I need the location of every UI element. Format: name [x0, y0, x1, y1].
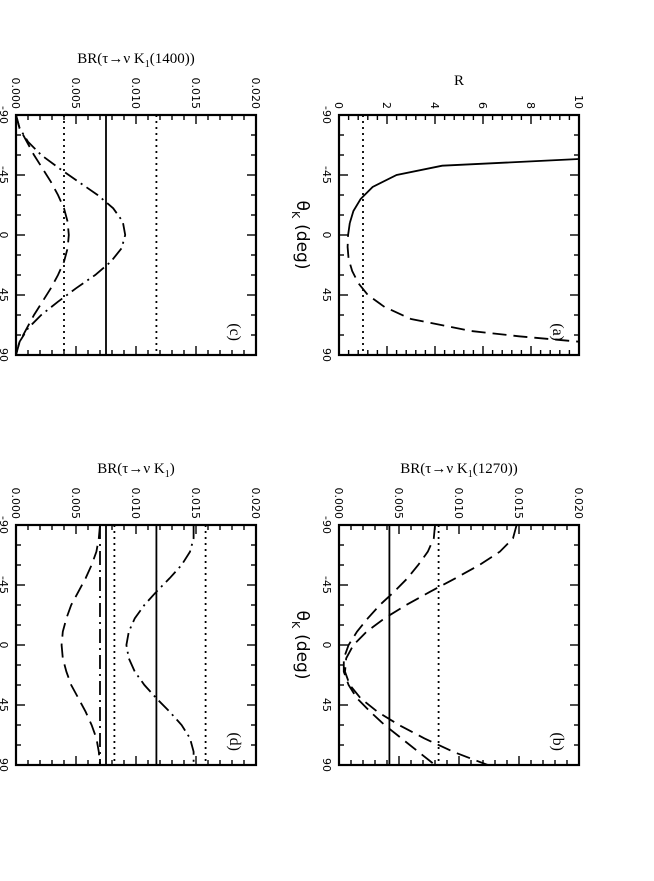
y-tick-label: 0.000	[9, 488, 22, 520]
panel-tag: (a)	[549, 323, 566, 341]
x-axis-label: θK(deg)	[289, 201, 312, 270]
series-line-dashdot	[16, 115, 127, 355]
y-tick-label: 4	[428, 102, 441, 109]
x-tick-label: 45	[0, 698, 10, 712]
y-tick-label: 0.005	[69, 78, 82, 110]
y-axis-label: R	[454, 73, 464, 89]
y-axis-label: BR(τ→ν K1(1270))	[400, 461, 517, 480]
panel-tag: (b)	[549, 732, 566, 751]
series-line-solid	[348, 158, 579, 224]
panel-tag: (d)	[226, 732, 243, 751]
x-tick-label: -90	[0, 106, 10, 124]
x-tick-label: 0	[0, 642, 10, 649]
x-tick-label: 0	[320, 232, 333, 239]
plot-frame	[337, 523, 581, 767]
y-tick-label: 0.020	[249, 488, 262, 520]
y-tick-label: 0.015	[512, 488, 525, 520]
panel-b: -90 -45 0 45 90 0.000 0.005 0.010 0.015 0.020 θK(d…	[289, 461, 585, 772]
x-tick-label: -90	[320, 106, 333, 124]
plot-frame	[14, 523, 258, 767]
x-tick-label: -45	[320, 576, 333, 594]
panel-c: -90-45045900.0000.0050.0100.0150.020θK(d…	[0, 51, 262, 362]
x-tick-label: -90	[320, 516, 333, 534]
y-axis-label: BR(τ→ν K1(1400))	[77, 51, 194, 70]
x-tick-label: -90	[0, 516, 10, 534]
series-line-dashdot	[125, 525, 195, 765]
x-tick-label: 0	[320, 642, 333, 649]
y-tick-label: 0.015	[189, 488, 202, 520]
x-tick-label: 90	[320, 758, 333, 772]
panel-a: -90 -45 0 45 90 0 2 4 6 8 10 θK(deg) R (a)	[289, 73, 585, 362]
y-tick-label: 0.000	[9, 78, 22, 110]
x-tick-label: -45	[320, 166, 333, 184]
y-axis-label: BR(τ→ν K1)	[97, 461, 174, 480]
plot-frame	[14, 113, 258, 357]
y-tick-label: 0.015	[189, 78, 202, 110]
series-line-longdash	[346, 222, 579, 343]
y-tick-label: 6	[476, 102, 489, 109]
x-tick-label: 45	[320, 288, 333, 302]
plot-frame	[337, 113, 581, 357]
panel-d: -90-45045900.0000.0050.0100.0150.020θK(d…	[0, 461, 262, 772]
y-tick-label: 2	[380, 102, 393, 109]
x-tick-label: 90	[320, 348, 333, 362]
y-tick-label: 8	[524, 102, 537, 109]
x-tick-label: 90	[0, 348, 10, 362]
y-tick-label: 0.010	[129, 488, 142, 520]
y-tick-label: 10	[572, 95, 585, 109]
series-line-longdash	[342, 525, 436, 765]
y-tick-label: 0.000	[332, 488, 345, 520]
series-line-longdash	[344, 525, 518, 765]
y-tick-label: 0.020	[572, 488, 585, 520]
y-tick-label: 0.010	[452, 488, 465, 520]
x-tick-label: 45	[0, 288, 10, 302]
series-line-longdash	[16, 115, 70, 355]
y-tick-label: 0.005	[392, 488, 405, 520]
x-tick-label: 90	[0, 758, 10, 772]
x-axis-label: θK(deg)	[289, 611, 312, 680]
series-line-longdash	[60, 525, 101, 765]
y-tick-label: 0.020	[249, 78, 262, 110]
x-tick-label: -45	[0, 576, 10, 594]
y-tick-label: 0.010	[129, 78, 142, 110]
x-tick-label: -45	[0, 166, 10, 184]
panel-tag: (c)	[226, 323, 243, 341]
y-tick-label: 0.005	[69, 488, 82, 520]
x-tick-label: 45	[320, 698, 333, 712]
x-tick-label: 0	[0, 232, 10, 239]
y-tick-label: 0	[332, 102, 345, 109]
